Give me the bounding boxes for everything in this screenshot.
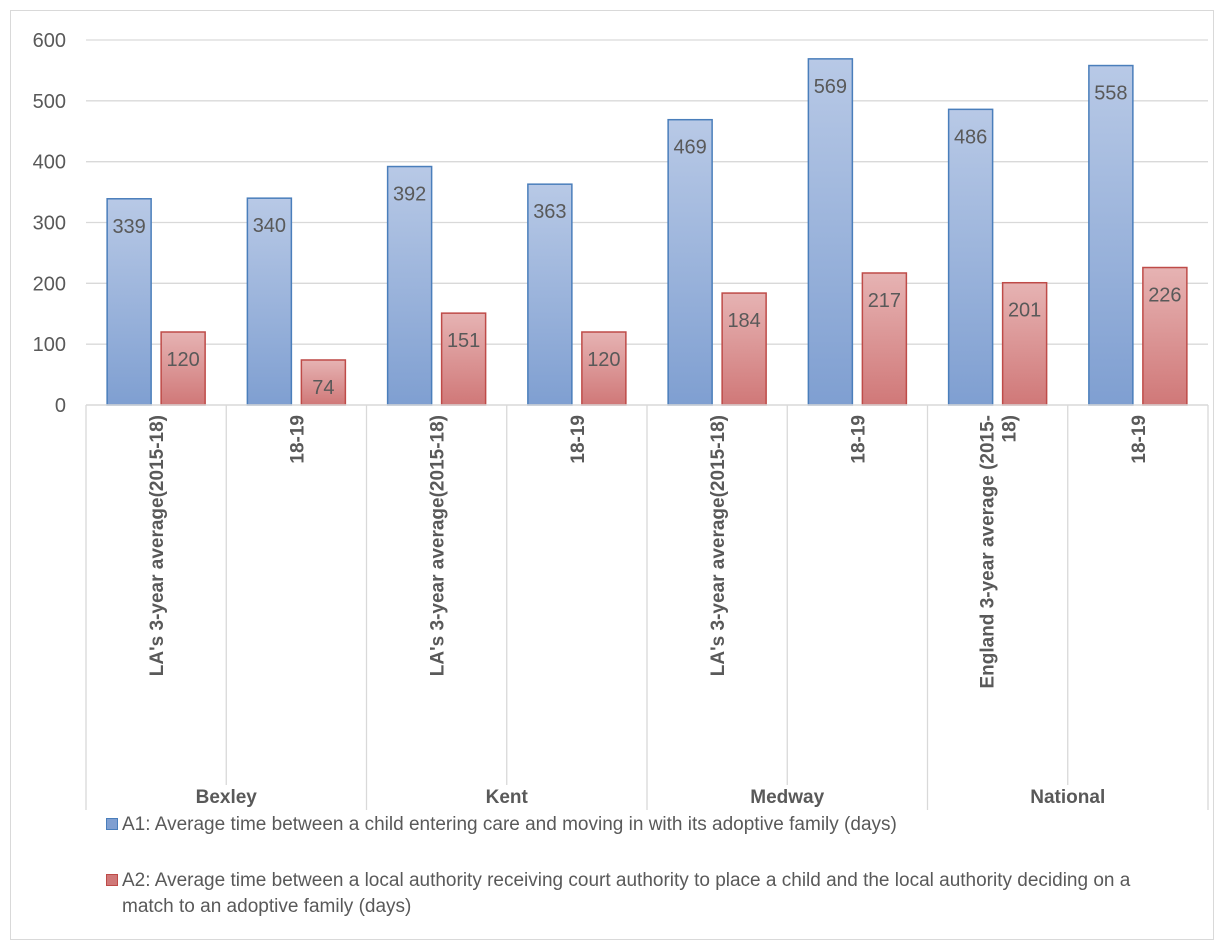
bar-a1 — [947, 108, 994, 406]
data-label-a2: 217 — [868, 290, 901, 312]
data-label-a1: 340 — [253, 215, 286, 237]
bar-a1 — [106, 198, 152, 406]
data-label-a1: 486 — [954, 126, 987, 148]
bar-a1 — [527, 183, 573, 406]
bar-a1 — [1088, 64, 1134, 406]
data-label-a2: 151 — [447, 330, 480, 352]
legend-swatch-a1 — [106, 818, 118, 830]
x-category-label: 18-19 — [1129, 415, 1150, 464]
bar-a1 — [667, 118, 713, 406]
bar-a2 — [861, 272, 908, 406]
data-label-a2: 120 — [587, 349, 620, 371]
x-category-label: LA's 3-year average(2015-18) — [147, 415, 168, 676]
x-group-label: Medway — [750, 787, 824, 808]
data-label-a1: 469 — [673, 137, 706, 159]
x-category-label-group: LA's 3-year average(2015-18) — [428, 415, 449, 676]
x-category-label: LA's 3-year average(2015-18) — [428, 415, 449, 676]
y-tick-label: 0 — [55, 395, 66, 417]
bar-a1 — [807, 58, 854, 406]
y-axis-ticks: 0 100 200 300 400 500 600 — [33, 30, 66, 417]
x-category-label-group: England 3-year average (2015-18) — [978, 415, 1021, 689]
legend-label-a1: A1: Average time between a child enterin… — [122, 814, 897, 835]
bar-a2 — [300, 359, 347, 406]
y-tick-label: 100 — [33, 334, 66, 356]
legend-item-a2: A2: Average time between a local authori… — [106, 868, 1186, 920]
bar-a2 — [160, 331, 206, 406]
bar-a1 — [386, 165, 433, 406]
x-group-label: Kent — [486, 787, 529, 808]
data-label-a1: 363 — [533, 201, 566, 223]
bar-a2 — [1001, 281, 1048, 406]
x-category-label-group: 18-19 — [287, 415, 308, 464]
data-label-a2: 201 — [1008, 300, 1041, 322]
y-tick-label: 600 — [33, 30, 66, 52]
y-tick-label: 300 — [33, 213, 66, 235]
legend-swatch-a2 — [106, 874, 118, 886]
legend-item-a1: A1: Average time between a child enterin… — [106, 812, 1186, 838]
y-tick-label: 200 — [33, 273, 66, 295]
chart-frame — [10, 10, 1214, 940]
x-category-label-group: LA's 3-year average(2015-18) — [708, 415, 729, 676]
x-axis — [85, 404, 1209, 810]
data-label-a2: 226 — [1148, 285, 1181, 307]
data-label-a2: 184 — [727, 310, 760, 332]
bars: 339 120 340 74 392 151 363 120 469 184 569 217 486 20… — [106, 58, 1188, 406]
x-category-label-group: 18-19 — [848, 415, 869, 464]
y-tick-label: 500 — [33, 91, 66, 113]
data-label-a2: 74 — [312, 377, 334, 399]
bar-a1 — [246, 197, 293, 406]
legend-label-a2: A2: Average time between a local authori… — [122, 870, 1131, 917]
x-category-label-group: LA's 3-year average(2015-18) — [147, 415, 168, 676]
x-group-label: Bexley — [196, 787, 258, 808]
data-label-a1: 569 — [814, 76, 847, 98]
data-label-a1: 392 — [393, 184, 426, 206]
bar-a2 — [440, 312, 487, 406]
x-category-label-group: 18-19 — [1129, 415, 1150, 464]
data-label-a2: 120 — [166, 349, 199, 371]
x-group-labels: Bexley Kent Medway National — [196, 787, 1106, 808]
x-category-label: 18-19 — [848, 415, 869, 464]
data-label-a1: 339 — [112, 216, 145, 238]
x-category-labels: LA's 3-year average(2015-18) 18-19 LA's 3-… — [147, 415, 1150, 689]
data-label-a1: 558 — [1094, 83, 1127, 105]
x-category-label: LA's 3-year average(2015-18) — [708, 415, 729, 676]
x-category-label: England 3-year average (2015-18) — [978, 415, 1021, 689]
x-category-label: 18-19 — [568, 415, 589, 464]
x-category-label-group: 18-19 — [568, 415, 589, 464]
x-group-label: National — [1030, 787, 1105, 808]
bar-a2 — [1142, 266, 1188, 406]
x-category-label: 18-19 — [287, 415, 308, 464]
bar-a2 — [581, 331, 627, 406]
y-tick-label: 400 — [33, 152, 66, 174]
